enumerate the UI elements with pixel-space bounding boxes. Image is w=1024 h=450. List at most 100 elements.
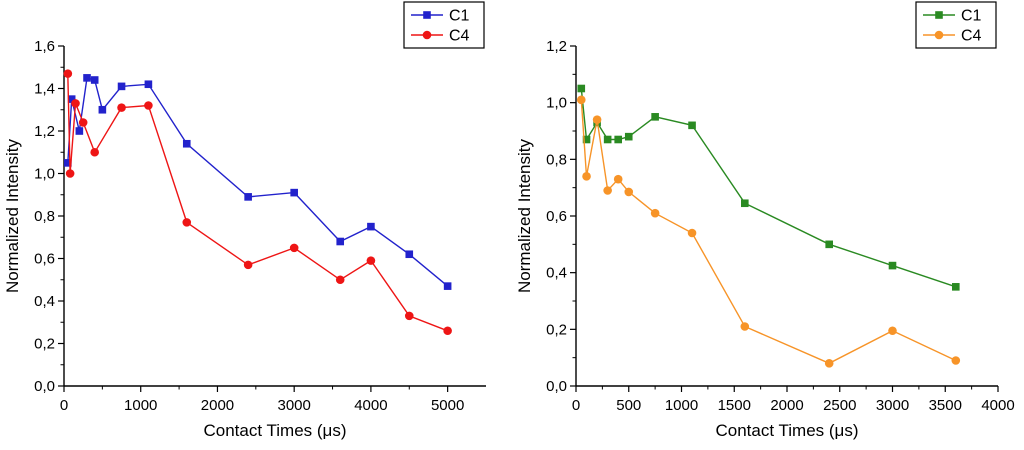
circle-marker [182, 218, 192, 227]
circle-marker [888, 326, 897, 336]
y-axis-label: Normalized Intensity [515, 139, 534, 294]
x-tick-label: 4000 [354, 397, 387, 414]
series-line [67, 73, 448, 332]
circle-marker [78, 118, 88, 127]
legend-box [915, 1, 997, 49]
x-axis-label: Contact Times (μs) [716, 421, 859, 440]
x-tick-label: 0 [572, 397, 580, 414]
square-marker [582, 135, 591, 144]
legend-square-marker [423, 11, 431, 19]
square-marker [336, 237, 345, 246]
circle-marker [650, 208, 660, 218]
y-tick-label: 0,0 [546, 378, 567, 395]
square-marker [182, 139, 191, 148]
square-marker [688, 121, 696, 130]
legend-box [403, 1, 485, 49]
x-tick-label: 1000 [665, 397, 698, 414]
circle-marker [687, 228, 697, 238]
circle-marker [443, 326, 452, 336]
y-axis-label: Normalized Intensity [3, 139, 22, 294]
x-tick-label: 3500 [929, 397, 962, 414]
y-tick-label: 1,0 [34, 166, 55, 183]
circle-marker [289, 243, 299, 253]
circle-marker [335, 275, 345, 285]
circle-marker [576, 95, 586, 105]
square-marker [367, 222, 375, 231]
series-line [580, 99, 957, 365]
x-axis-label: Contact Times (μs) [204, 421, 347, 440]
y-tick-label: 0,8 [546, 151, 567, 168]
circle-marker [90, 147, 99, 157]
series-C1 [64, 74, 452, 290]
series-C4 [63, 69, 452, 336]
x-tick-label: 0 [60, 397, 68, 414]
legend-label: C4 [449, 28, 470, 45]
y-tick-label: 0,4 [34, 293, 55, 310]
y-tick-label: 0,8 [34, 208, 55, 225]
square-marker [144, 80, 153, 89]
chart-right: 0 500 1000 1500 2000 2500 3000 3500 4000 0,0 0,2 0,… [512, 0, 1024, 450]
axes: 0 1000 2000 3000 4000 5000 0,0 0,2 0,4 0,6 0,8 1,0 1… [34, 38, 486, 414]
y-tick-label: 0,2 [546, 321, 567, 338]
circle-marker [63, 69, 73, 78]
chart-left: 0 1000 2000 3000 4000 5000 0,0 0,2 0,4 0,6 0,8 1,0 1… [3, 1, 486, 440]
circle-marker [613, 174, 623, 184]
y-tick-label: 0,6 [546, 208, 567, 225]
square-marker [75, 127, 84, 135]
circle-marker [71, 99, 80, 108]
circle-marker [603, 186, 612, 195]
circle-marker [144, 101, 153, 110]
x-tick-label: 3000 [277, 397, 310, 414]
legend-label: C4 [961, 28, 982, 45]
chart-canvas-right: 0 500 1000 1500 2000 2500 3000 3500 4000 0,0 0,2 0,… [515, 1, 1015, 440]
square-marker [117, 82, 126, 91]
x-tick-label: 5000 [431, 397, 464, 414]
legend-label: C1 [961, 8, 982, 25]
y-tick-label: 1,4 [34, 81, 55, 98]
square-marker [64, 159, 72, 167]
x-tick-label: 3000 [876, 397, 909, 414]
square-marker [614, 135, 622, 144]
x-tick-label: 2000 [201, 397, 234, 414]
square-marker [290, 188, 298, 197]
y-tick-label: 0,0 [34, 378, 55, 395]
x-tick-label: 4000 [981, 397, 1014, 414]
circle-marker [65, 169, 75, 178]
series-C1 [577, 84, 960, 291]
x-tick-label: 1000 [124, 397, 157, 414]
square-marker [67, 95, 76, 103]
circle-marker [243, 260, 253, 270]
square-marker [577, 84, 586, 93]
square-marker [651, 113, 659, 121]
x-tick-label: 500 [616, 397, 641, 414]
x-tick-label: 2000 [770, 397, 803, 414]
square-marker [952, 283, 960, 291]
circle-marker [740, 322, 750, 331]
y-tick-label: 0,6 [34, 251, 55, 268]
circle-marker [117, 103, 126, 112]
legend-label: C1 [449, 8, 470, 25]
series-line [580, 88, 957, 288]
circle-marker [582, 172, 591, 181]
square-marker [405, 250, 414, 259]
y-tick-label: 1,2 [34, 123, 55, 140]
circle-marker [824, 359, 834, 368]
x-tick-label: 1500 [718, 397, 751, 414]
y-tick-label: 1,6 [34, 38, 55, 55]
square-marker [244, 193, 252, 201]
axes: 0 500 1000 1500 2000 2500 3000 3500 4000 0,0 0,2 0,… [546, 38, 1015, 414]
square-marker [888, 261, 897, 270]
y-tick-label: 1,0 [546, 95, 567, 112]
square-marker [624, 132, 633, 141]
series-C4 [576, 95, 961, 368]
square-marker [603, 135, 612, 144]
legend-circle-marker [934, 30, 944, 40]
y-tick-label: 1,2 [546, 38, 567, 55]
square-marker [98, 105, 107, 114]
circle-marker [624, 187, 634, 197]
x-tick-label: 2500 [823, 397, 856, 414]
legend-circle-marker [422, 30, 432, 40]
circle-marker [592, 115, 602, 124]
